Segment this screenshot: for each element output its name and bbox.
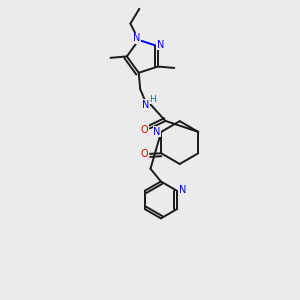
Text: N: N xyxy=(153,127,160,137)
Text: N: N xyxy=(133,34,140,44)
Text: O: O xyxy=(141,125,148,135)
Text: N: N xyxy=(157,40,164,50)
Text: N: N xyxy=(178,185,186,195)
Text: O: O xyxy=(141,149,148,159)
Text: N: N xyxy=(142,100,149,110)
Text: H: H xyxy=(150,95,156,104)
